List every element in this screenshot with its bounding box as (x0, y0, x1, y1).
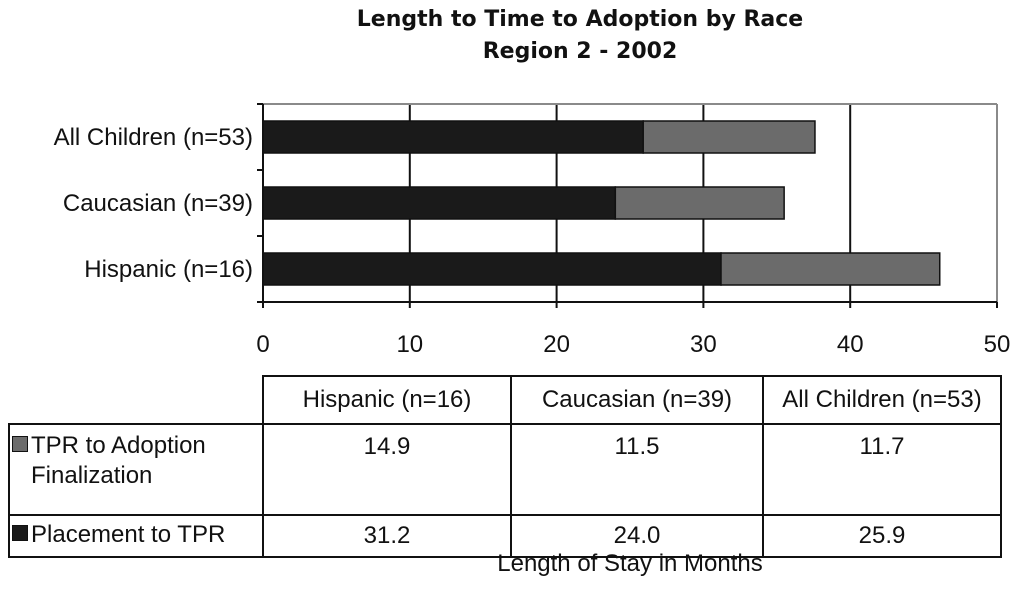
table-column-header: All Children (n=53) (762, 375, 1002, 425)
table-cell: 11.7 (762, 423, 1002, 516)
table-corner (9, 376, 264, 425)
data-table: Hispanic (n=16) Caucasian (n=39) All Chi… (8, 375, 1002, 558)
row-label-line: Finalization (31, 462, 153, 489)
table-column-header: Hispanic (n=16) (262, 375, 512, 425)
table-row: TPR to Adoption Finalization 14.9 11.5 1… (8, 423, 1002, 516)
x-axis-label: Length of Stay in Months (497, 550, 763, 577)
table-cell: 31.2 (262, 514, 512, 558)
table-cell: 25.9 (762, 514, 1002, 558)
row-label-line: TPR to Adoption (31, 432, 206, 459)
row-label-line: Placement to TPR (31, 521, 226, 548)
bars (262, 120, 941, 286)
table-row-header: Placement to TPR (8, 514, 264, 558)
table-cell: 14.9 (262, 423, 512, 516)
x-tick-label: 50 (984, 331, 1011, 358)
table-header-row: Hispanic (n=16) Caucasian (n=39) All Chi… (9, 375, 1002, 425)
bar-segment (642, 120, 816, 154)
x-tick-label: 30 (690, 331, 717, 358)
bar-segment (262, 186, 617, 220)
chart-title-block: Length to Time to Adoption by Race Regio… (300, 4, 860, 68)
legend-swatch-placement-to-tpr (12, 525, 28, 541)
chart-subtitle: Region 2 - 2002 (482, 39, 678, 64)
category-label: Hispanic (n=16) (84, 256, 253, 283)
chart-title: Length to Time to Adoption by Race (356, 7, 804, 32)
x-tick-label: 0 (256, 331, 269, 358)
table-cell: 24.0 (510, 514, 764, 558)
bar-segment (720, 252, 941, 286)
category-label: All Children (n=53) (54, 124, 253, 151)
category-label: Caucasian (n=39) (63, 190, 253, 217)
bar-segment (262, 252, 722, 286)
x-tick-label: 10 (396, 331, 423, 358)
table-row-header: TPR to Adoption Finalization (8, 423, 264, 516)
bar-segment (614, 186, 785, 220)
axes (257, 103, 998, 308)
table-row: Placement to TPR 31.2 24.0 25.9 (8, 514, 1002, 558)
labels: 0 10 20 30 40 50 All Children (n=53) Caucasian … (54, 124, 1011, 358)
table-cell: 11.5 (510, 423, 764, 516)
x-tick-label: 40 (837, 331, 864, 358)
bar-segment (262, 120, 644, 154)
bar-chart: 0 10 20 30 40 50 All Children (n=53) Caucasian … (54, 103, 1011, 358)
legend-swatch-tpr-to-adoption (12, 436, 28, 452)
x-tick-label: 20 (543, 331, 570, 358)
table-column-header: Caucasian (n=39) (510, 375, 764, 425)
